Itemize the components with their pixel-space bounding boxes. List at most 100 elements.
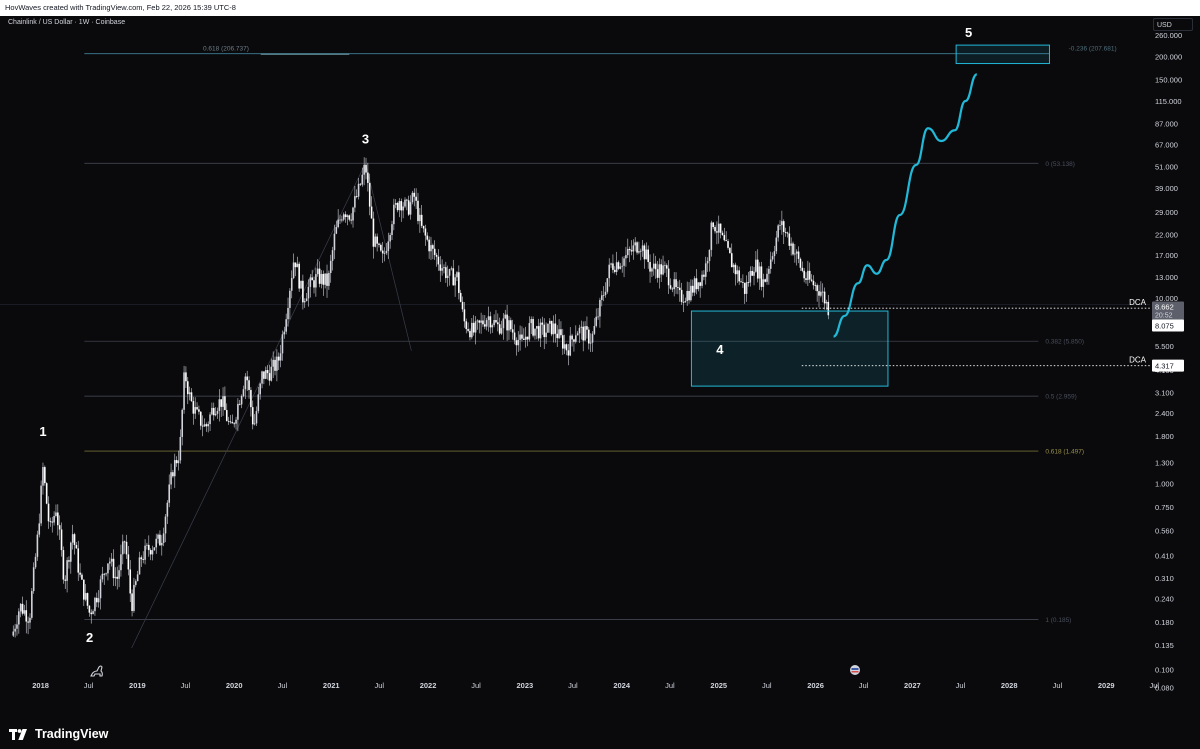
candle — [493, 314, 495, 328]
candle-body — [732, 264, 735, 268]
candle — [645, 242, 648, 260]
candle — [446, 265, 449, 287]
candle — [83, 579, 85, 606]
candle — [515, 337, 518, 356]
symbol-title[interactable]: Chainlink / US Dollar · 1W · Coinbase — [8, 19, 126, 26]
candle — [244, 373, 247, 400]
candle-body — [281, 334, 284, 354]
candle-body — [625, 255, 627, 259]
candle — [333, 224, 336, 260]
candle-body — [554, 323, 557, 334]
candle-body — [42, 467, 44, 486]
candle — [599, 297, 601, 328]
candle-body — [218, 399, 221, 411]
candle-body — [170, 472, 172, 485]
y-tick-label: 1.800 — [1155, 432, 1174, 441]
candle — [385, 243, 388, 255]
candle — [257, 386, 260, 414]
price-axis[interactable]: 260.000 200.000 150.000 115.000 87.000 67.000… — [1152, 31, 1184, 692]
candle-body — [294, 262, 297, 268]
candle — [235, 416, 237, 430]
candle-body — [665, 265, 668, 269]
candle — [45, 482, 48, 505]
candle-body — [400, 201, 403, 211]
candle — [383, 247, 386, 262]
candle — [322, 270, 325, 296]
candle-body — [166, 502, 169, 517]
candle-body — [743, 282, 746, 294]
candle — [227, 416, 230, 425]
candle-body — [354, 196, 356, 208]
candle-body — [526, 336, 529, 340]
candle-body — [121, 541, 124, 555]
candle-body — [749, 270, 752, 283]
candle — [504, 309, 507, 320]
candle-body — [420, 214, 423, 226]
candle-body — [684, 300, 687, 303]
candle — [40, 480, 42, 527]
current-price-countdown: 20:52 — [1155, 313, 1173, 320]
candle-body — [760, 266, 763, 287]
price-chart[interactable]: 0.618 (206.737) -0.236 (207.681) 0 (53.138… — [0, 0, 1200, 720]
candle — [723, 227, 726, 242]
candle — [339, 214, 341, 224]
candle-body — [690, 285, 692, 301]
tradingview-logo[interactable]: TradingView — [9, 727, 108, 741]
candle-body — [374, 236, 377, 247]
candle — [704, 256, 707, 285]
candle — [786, 231, 789, 238]
candle-body — [396, 203, 399, 211]
candle-body — [721, 232, 724, 236]
candle-body — [545, 332, 547, 338]
candle-body — [263, 371, 265, 379]
candle-body — [367, 172, 369, 183]
currency-button[interactable]: USD — [1153, 18, 1193, 31]
candle-body — [272, 359, 274, 367]
candle-body — [259, 383, 261, 395]
wave-label-5: 5 — [965, 25, 972, 40]
candle-body — [485, 320, 488, 327]
candle-body — [244, 376, 247, 390]
candle-body — [734, 264, 737, 275]
candle-body — [12, 631, 15, 636]
candle-body — [523, 338, 525, 340]
candle — [456, 271, 458, 281]
candle — [302, 274, 304, 310]
candle-body — [682, 301, 685, 303]
candle-body — [407, 200, 410, 215]
candle — [109, 557, 111, 570]
candle-body — [716, 231, 718, 233]
candle-body — [376, 236, 378, 244]
candle-body — [71, 534, 74, 543]
candle-body — [183, 372, 185, 410]
candle-body — [755, 259, 757, 272]
candle — [272, 351, 274, 378]
candle-body — [814, 285, 817, 287]
candle — [38, 513, 41, 538]
candle — [237, 398, 239, 432]
candle-body — [730, 253, 733, 268]
chart-frame[interactable] — [0, 16, 1200, 720]
time-axis[interactable]: 2018 Jul 2019 Jul 2020 Jul 2021 Jul 2022 Jul 2023 J… — [32, 665, 1159, 690]
candle-body — [205, 424, 208, 427]
candle — [821, 283, 824, 303]
candle-body — [144, 545, 146, 560]
candle-body — [628, 248, 631, 251]
candle-body — [571, 335, 573, 340]
candle — [573, 338, 575, 352]
candle — [489, 311, 492, 334]
candle-body — [101, 573, 104, 580]
dca-price-tag — [1152, 319, 1184, 332]
candle — [812, 275, 815, 290]
candle-body — [717, 223, 720, 233]
candle-body — [90, 612, 93, 615]
candle-body — [419, 214, 421, 222]
candle-body — [199, 411, 202, 426]
candle — [303, 298, 306, 308]
candle — [552, 315, 555, 343]
candle — [342, 212, 345, 222]
candle-body — [357, 183, 360, 197]
y-tick-label: 29.000 — [1155, 208, 1178, 217]
candle — [90, 609, 93, 624]
candle-body — [511, 329, 514, 333]
